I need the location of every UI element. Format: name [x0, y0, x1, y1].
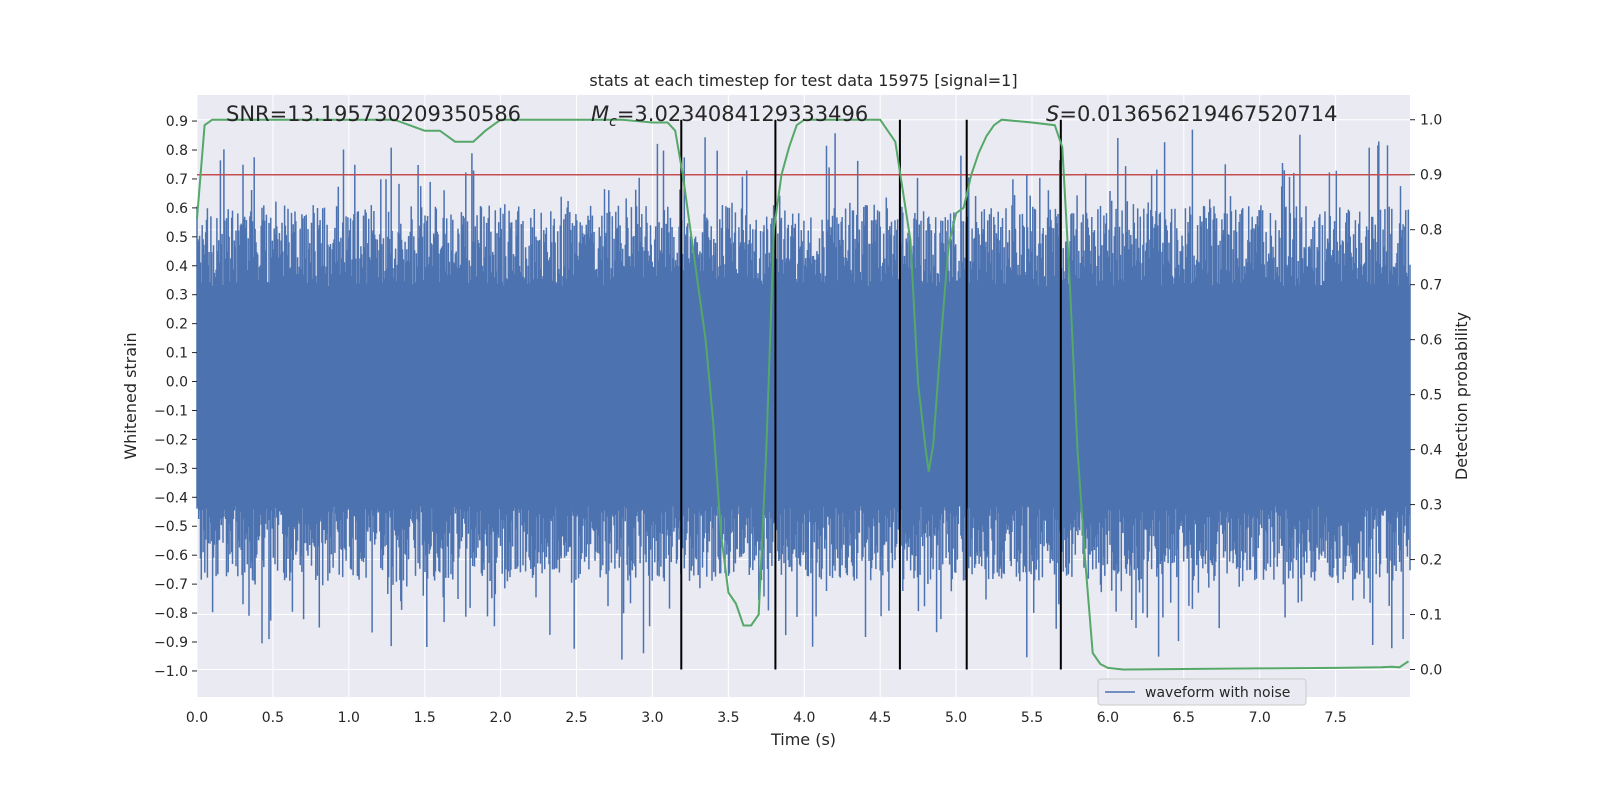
y2-axis-label: Detection probability [1452, 312, 1471, 480]
y-tick-label: 0.1 [166, 346, 188, 362]
y2-tick-label: 0.0 [1420, 663, 1442, 679]
y-axis-label: Whitened strain [121, 332, 140, 459]
detection-probability-line [196, 118, 1410, 671]
x-tick-label: 7.5 [1324, 710, 1346, 726]
y-tick-label: −0.2 [154, 432, 188, 448]
y-tick-label: 0.9 [166, 114, 188, 130]
y-tick-label: 0.7 [166, 172, 188, 188]
legend-box [1097, 678, 1307, 706]
x-tick-label: 5.0 [945, 710, 967, 726]
y-tick-label: −0.3 [154, 461, 188, 477]
chart-title: stats at each timestep for test data 159… [589, 71, 1017, 90]
score-symbol: S [1046, 102, 1059, 126]
y-tick-label: 0.2 [166, 317, 188, 333]
y-tick-label: 0.0 [166, 375, 188, 391]
legend-label: waveform with noise [1145, 685, 1290, 701]
y2-tick-label: 0.5 [1420, 388, 1442, 404]
legend: waveform with noise [1097, 678, 1307, 706]
x-tick-label: 7.0 [1249, 710, 1271, 726]
x-tick-label: 1.0 [338, 710, 360, 726]
score-annotation: S=0.013656219467520714 [1046, 102, 1337, 126]
vertical-lines [680, 119, 1062, 670]
y-tick-label: 0.4 [166, 259, 188, 275]
y-tick-label: −0.8 [154, 606, 188, 622]
x-tick-label: 4.5 [869, 710, 891, 726]
x-tick-label: 0.5 [262, 710, 284, 726]
y2-tick-label: 0.4 [1420, 443, 1442, 459]
y2-tick-label: 0.7 [1420, 278, 1442, 294]
y2-tick-label: 0.2 [1420, 553, 1442, 569]
chirp-mass-subscript: c [609, 114, 617, 130]
y-tick-label: 0.8 [166, 143, 188, 159]
y-tick-label: 0.3 [166, 288, 188, 304]
x-tick-label: 4.0 [793, 710, 815, 726]
y2-tick-label: 0.1 [1420, 608, 1442, 624]
snr-annotation: SNR=13.195730209350586 [226, 102, 521, 126]
y2-tick-label: 0.9 [1420, 168, 1442, 184]
x-axis-label: Time (s) [770, 730, 836, 749]
x-tick-label: 5.5 [1021, 710, 1043, 726]
waveform-trace [196, 129, 1411, 660]
x-tick-label: 2.0 [489, 710, 511, 726]
y-tick-label: −0.1 [154, 403, 188, 419]
x-tick-label: 2.5 [565, 710, 587, 726]
y-tick-label: 0.5 [166, 230, 188, 246]
y-tick-label: −0.7 [154, 577, 188, 593]
y2-tick-label: 0.8 [1420, 223, 1442, 239]
waveform-series [196, 129, 1411, 660]
y-tick-label: −0.4 [154, 490, 188, 506]
y2-tick-label: 0.6 [1420, 333, 1442, 349]
y-tick-label: 0.6 [166, 201, 188, 217]
y-tick-label: −0.6 [154, 548, 188, 564]
y2-tick-label: 0.3 [1420, 498, 1442, 514]
y-tick-label: −0.5 [154, 519, 188, 535]
axis-ticks: 0.0 0.5 1.0 1.5 2.0 2.5 3.0 3.5 4.0 4.5 5.0 5.5 6.0 6… [154, 113, 1442, 726]
y-tick-label: −0.9 [154, 635, 188, 651]
x-tick-label: 6.5 [1173, 710, 1195, 726]
x-tick-label: 1.5 [414, 710, 436, 726]
chirp-mass-annotation: Mc=3.0234084129333496 [591, 102, 868, 130]
y-tick-label: −1.0 [154, 664, 188, 680]
score-value: =0.013656219467520714 [1059, 102, 1337, 126]
y2-tick-label: 1.0 [1420, 113, 1442, 129]
x-tick-label: 6.0 [1097, 710, 1119, 726]
chirp-mass-value: =3.0234084129333496 [617, 102, 868, 126]
chirp-mass-symbol: M [591, 102, 609, 126]
x-tick-label: 0.0 [186, 710, 208, 726]
x-tick-label: 3.0 [641, 710, 663, 726]
x-tick-label: 3.5 [717, 710, 739, 726]
